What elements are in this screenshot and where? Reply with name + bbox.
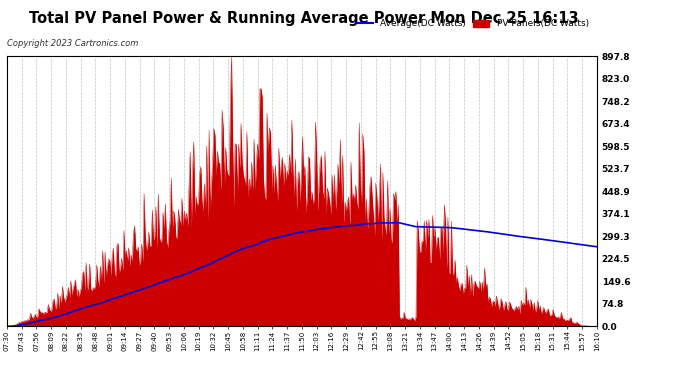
Legend: Average(DC Watts), PV Panels(DC Watts): Average(DC Watts), PV Panels(DC Watts) — [353, 16, 592, 32]
Text: Total PV Panel Power & Running Average Power Mon Dec 25 16:13: Total PV Panel Power & Running Average P… — [29, 11, 578, 26]
Text: Copyright 2023 Cartronics.com: Copyright 2023 Cartronics.com — [7, 39, 138, 48]
